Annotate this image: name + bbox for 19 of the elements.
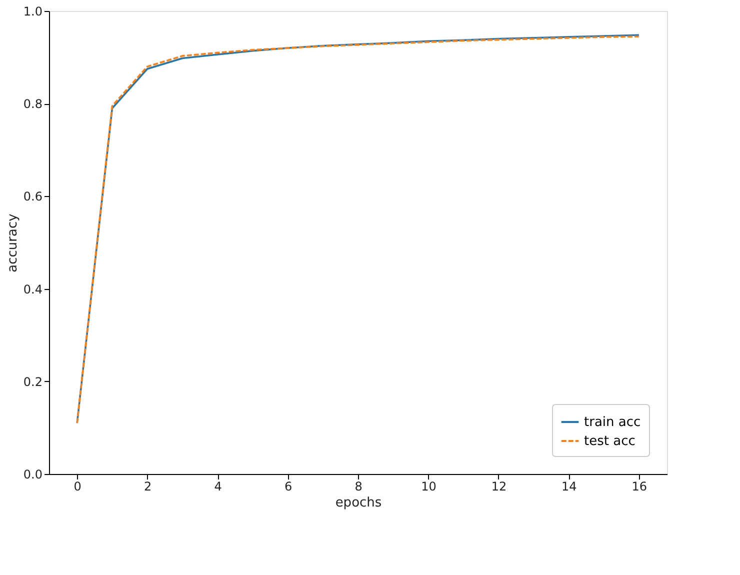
x-tick-label: 10 bbox=[421, 480, 436, 494]
x-tick-label: 0 bbox=[74, 480, 82, 494]
y-tick-label: 0.0 bbox=[23, 468, 42, 482]
y-tick-label: 1.0 bbox=[23, 4, 42, 18]
x-tick-label: 6 bbox=[284, 480, 292, 494]
x-tick-label: 16 bbox=[632, 480, 648, 494]
y-tick-label: 0.4 bbox=[23, 282, 42, 296]
x-tick-label: 14 bbox=[562, 480, 577, 494]
y-axis-title: accuracy bbox=[5, 213, 20, 272]
y-tick-label: 0.2 bbox=[23, 374, 42, 389]
x-tick-label: 8 bbox=[354, 480, 362, 494]
x-tick-label: 4 bbox=[214, 480, 222, 494]
legend-label: test acc bbox=[584, 434, 636, 449]
y-tick-label: 0.6 bbox=[23, 190, 42, 204]
x-axis-title: epochs bbox=[335, 496, 382, 510]
legend-label: train acc bbox=[584, 415, 641, 430]
x-tick-label: 2 bbox=[144, 480, 152, 494]
x-tick-label: 12 bbox=[491, 480, 507, 494]
y-tick-label: 0.8 bbox=[23, 97, 42, 112]
